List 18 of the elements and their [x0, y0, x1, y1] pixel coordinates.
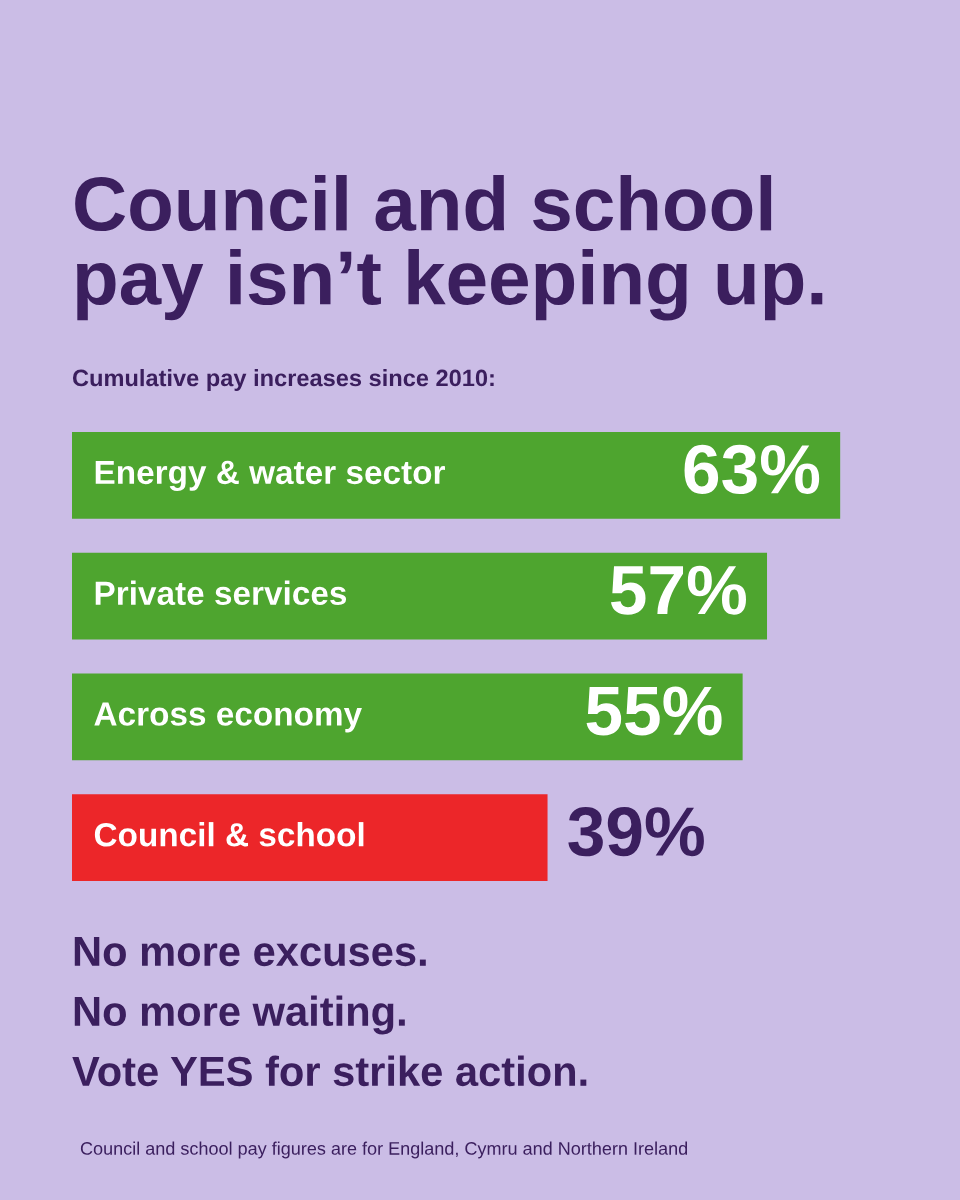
- text: Vote YES for strike action.: [72, 1055, 587, 1087]
- data-label: 63%: [684, 444, 820, 495]
- text: No more excuses.: [74, 937, 426, 967]
- y-tick-label: Council & school: [94, 822, 364, 847]
- y-tick-label: Across economy: [94, 702, 362, 733]
- text: No more waiting.: [74, 995, 405, 1035]
- bar: [72, 794, 548, 882]
- bar: [72, 552, 768, 640]
- chart-title: Council and school pay isn’t keeping up.: [75, 175, 823, 321]
- bar: [72, 431, 841, 519]
- data-label: 57%: [610, 565, 746, 615]
- bar: [72, 673, 743, 761]
- chart-subtitle: Cumulative pay increases since 2010:: [72, 368, 494, 392]
- data-label: 55%: [586, 686, 722, 736]
- y-tick-label: Energy & water sector: [95, 460, 445, 491]
- y-tick-label: Private services: [95, 580, 347, 606]
- text: Council and school pay figures are for England, Cymru and Northern Ireland: [80, 1141, 688, 1159]
- data-label: 39%: [568, 807, 704, 857]
